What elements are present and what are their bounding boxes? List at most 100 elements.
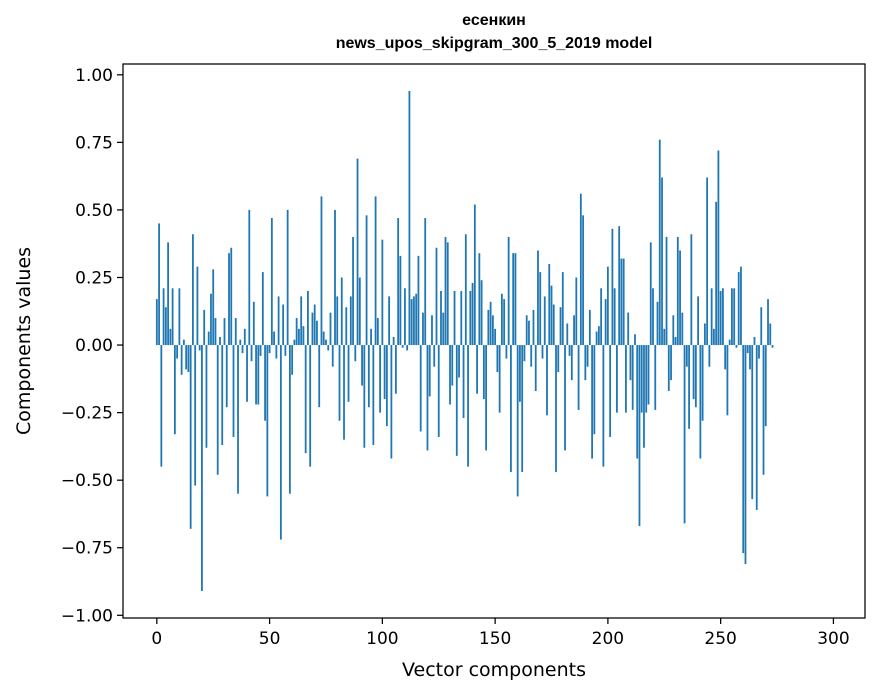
bar (243, 328, 246, 346)
bar (225, 345, 228, 408)
bar (613, 288, 616, 346)
bar (697, 296, 699, 346)
bar (370, 328, 372, 346)
bar (399, 255, 402, 346)
bar (760, 307, 763, 346)
bar (318, 345, 321, 408)
bar (676, 236, 679, 346)
bar (417, 255, 420, 346)
x-tick-label: 100 (366, 629, 398, 649)
bar (201, 345, 203, 591)
x-axis: 0 50 100 150 200 250 300 (151, 618, 850, 649)
bar (577, 345, 580, 410)
bar (198, 345, 201, 351)
bar (694, 345, 697, 408)
bar (462, 345, 465, 419)
bar (408, 91, 411, 346)
bar (340, 277, 343, 346)
bar (740, 266, 742, 346)
bar (383, 345, 386, 400)
bar (625, 345, 627, 413)
bar (293, 339, 296, 346)
chart-title-model: news_upos_skipgram_300_5_2019 model (335, 35, 653, 52)
bar (349, 296, 352, 346)
bar (591, 345, 593, 459)
bar (604, 299, 607, 346)
bar (239, 339, 242, 346)
bar (410, 299, 413, 346)
bar (769, 323, 772, 346)
bar (352, 236, 354, 346)
bar (277, 296, 280, 346)
bar (248, 209, 251, 346)
bar (496, 345, 499, 373)
y-tick-label: −1.00 (61, 606, 113, 626)
bar (313, 304, 316, 346)
bar (532, 309, 535, 346)
bar (381, 239, 384, 346)
bar (171, 288, 174, 346)
bar (189, 345, 192, 529)
bar (300, 296, 303, 346)
x-tick-label: 250 (704, 629, 736, 649)
bar (173, 345, 176, 435)
bar (385, 345, 388, 427)
bar (631, 345, 634, 410)
bar (390, 345, 393, 459)
bar (440, 291, 442, 346)
bar (316, 320, 318, 346)
bar (482, 345, 485, 400)
bar (586, 345, 589, 367)
y-tick-label: 0.25 (75, 268, 113, 288)
bar (460, 291, 463, 346)
bar (663, 328, 666, 346)
bar (692, 345, 695, 400)
bar (656, 301, 659, 346)
bar (627, 312, 630, 346)
bar (155, 299, 158, 346)
bar (546, 345, 548, 416)
bar (431, 315, 433, 346)
bar (735, 345, 738, 348)
bar (196, 266, 199, 346)
bar (167, 242, 169, 346)
bar (158, 223, 160, 346)
bar (638, 345, 641, 527)
bar (334, 209, 336, 346)
bar (652, 288, 654, 346)
bar (505, 345, 508, 359)
bar-series (155, 91, 774, 591)
bar (178, 288, 181, 346)
bar (503, 299, 506, 346)
bar (699, 345, 702, 459)
bar (322, 331, 325, 346)
bar (228, 253, 230, 346)
bar (762, 345, 765, 475)
bar (579, 193, 582, 346)
bar (467, 345, 469, 467)
bar (478, 253, 481, 346)
bar (681, 312, 684, 346)
bar (221, 345, 224, 446)
bar (397, 218, 400, 346)
bar (722, 288, 724, 346)
bar (246, 345, 248, 402)
bar (372, 345, 375, 446)
bar (606, 266, 609, 346)
bar (379, 345, 381, 413)
y-tick-label: 0.50 (75, 201, 113, 221)
bar (471, 282, 474, 346)
bar (252, 301, 255, 346)
bar (367, 345, 370, 408)
bar (444, 236, 447, 346)
bar (455, 345, 458, 456)
bar (543, 296, 546, 346)
bar (232, 345, 235, 437)
bar (600, 288, 603, 346)
bar (636, 345, 639, 459)
bar (679, 250, 681, 346)
bar (534, 345, 537, 391)
bar (566, 323, 569, 346)
y-axis: 1.00 0.75 0.50 0.25 0.00 −0.25 −0.50 −0.75 −1.00 (61, 66, 123, 626)
